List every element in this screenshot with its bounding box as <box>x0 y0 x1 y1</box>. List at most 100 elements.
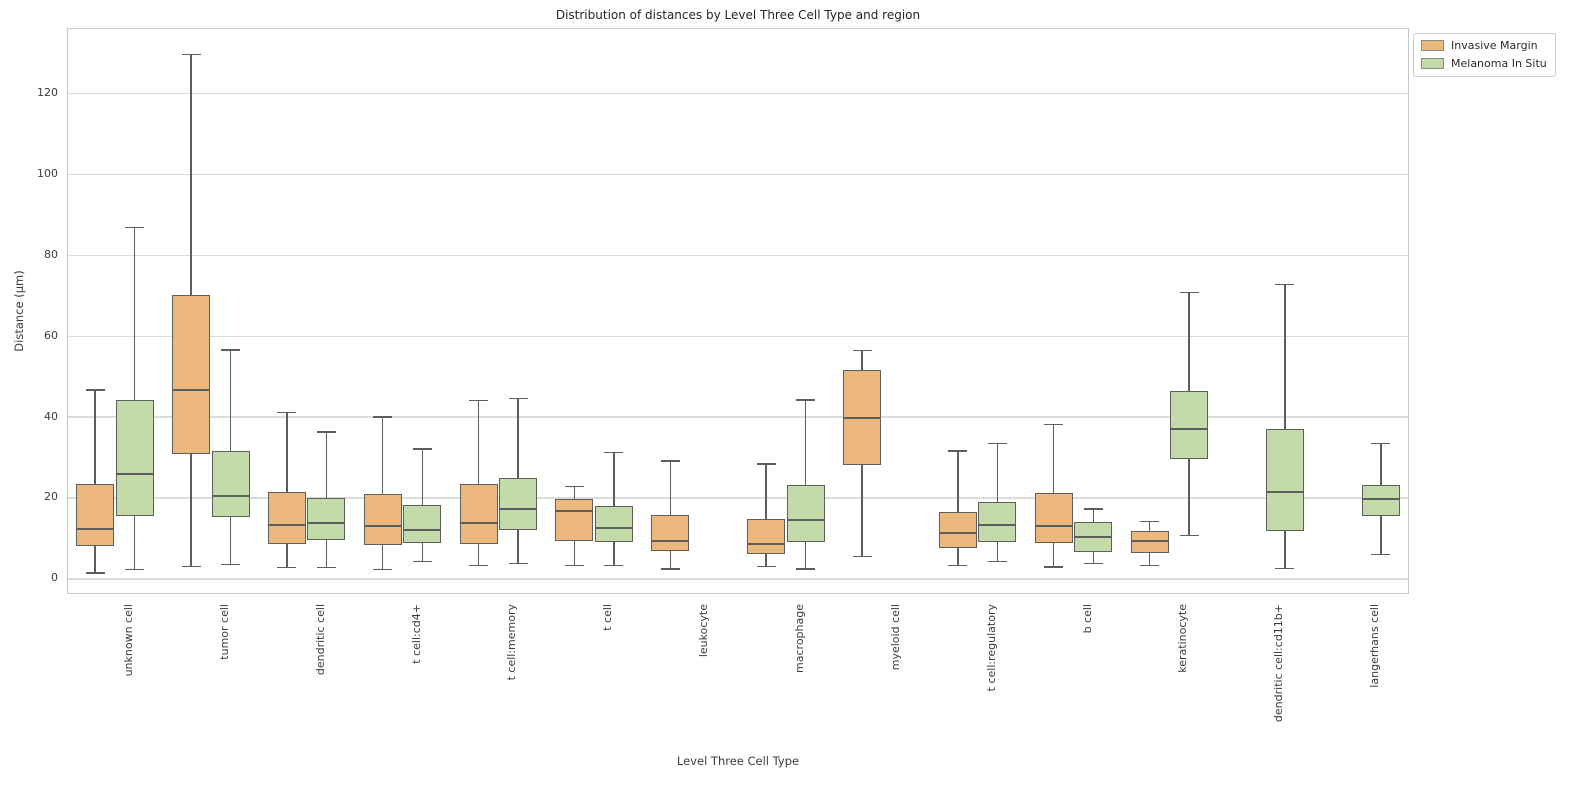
whisker-cap-lower-invasive-margin-t-cell-memory <box>469 565 489 567</box>
legend-label-invasive-margin: Invasive Margin <box>1451 39 1538 52</box>
legend-label-melanoma-in-situ: Melanoma In Situ <box>1451 57 1547 70</box>
whisker-cap-lower-invasive-margin-macrophage <box>756 565 776 568</box>
whisker-cap-upper-melanoma-in-situ-macrophage <box>796 399 816 401</box>
box-melanoma-in-situ-macrophage <box>786 484 825 542</box>
x-tick-label-leukocyte: leukocyte <box>697 604 711 658</box>
x-tick-label-myeloid-cell: myeloid cell <box>888 604 902 671</box>
whisker-cap-lower-melanoma-in-situ-t-cell-regulatory <box>987 560 1007 563</box>
whisker-lower-melanoma-in-situ-t-cell-regulatory <box>996 541 999 562</box>
whisker-cap-lower-invasive-margin-dendritic-cell <box>277 567 297 569</box>
whisker-cap-upper-invasive-margin-leukocyte <box>660 460 680 462</box>
whisker-cap-upper-melanoma-in-situ-t-cell-memory <box>508 398 528 400</box>
median-melanoma-in-situ-keratinocyte <box>1170 428 1209 431</box>
whisker-cap-upper-melanoma-in-situ-t-cell-regulatory <box>987 442 1007 444</box>
whisker-upper-melanoma-in-situ-dendritic-cell-cd11b <box>1284 284 1286 430</box>
box-invasive-margin-leukocyte <box>651 514 690 552</box>
x-tick-label-dendritic-cell-cd11b: dendritic cell:cd11b+ <box>1272 604 1286 723</box>
whisker-cap-lower-melanoma-in-situ-macrophage <box>796 568 816 570</box>
median-invasive-margin-dendritic-cell <box>267 523 306 526</box>
median-invasive-margin-keratinocyte <box>1130 539 1169 542</box>
box-melanoma-in-situ-t-cell-memory <box>499 477 538 530</box>
whisker-upper-invasive-margin-dendritic-cell <box>286 412 288 493</box>
whisker-upper-melanoma-in-situ-t-cell-memory <box>517 398 519 478</box>
box-melanoma-in-situ-keratinocyte <box>1170 391 1209 459</box>
whisker-cap-lower-invasive-margin-tumor-cell <box>181 565 201 568</box>
whisker-cap-lower-invasive-margin-t-cell-cd4 <box>373 569 393 571</box>
whisker-cap-upper-melanoma-in-situ-b-cell <box>1083 508 1103 510</box>
x-tick-label-t-cell-regulatory: t cell:regulatory <box>984 604 998 692</box>
median-invasive-margin-t-cell-memory <box>459 522 498 525</box>
x-tick-label-macrophage: macrophage <box>792 604 806 673</box>
box-melanoma-in-situ-dendritic-cell <box>307 497 346 540</box>
median-melanoma-in-situ-b-cell <box>1074 535 1113 538</box>
whisker-upper-melanoma-in-situ-t-cell <box>613 452 615 506</box>
median-invasive-margin-t-cell <box>555 509 594 512</box>
median-melanoma-in-situ-t-cell-cd4 <box>403 528 442 531</box>
whisker-upper-melanoma-in-situ-unknown-cell <box>133 227 136 400</box>
whisker-cap-lower-melanoma-in-situ-b-cell <box>1083 562 1103 565</box>
box-invasive-margin-t-cell-memory <box>459 484 498 544</box>
whisker-upper-melanoma-in-situ-langerhans-cell <box>1380 443 1382 486</box>
box-invasive-margin-macrophage <box>747 518 786 555</box>
gridline-y-40 <box>68 416 1408 418</box>
whisker-cap-lower-melanoma-in-situ-langerhans-cell <box>1371 554 1391 556</box>
box-invasive-margin-keratinocyte <box>1130 530 1169 553</box>
legend-entry-melanoma-in-situ: Melanoma In Situ <box>1421 57 1547 70</box>
whisker-lower-invasive-margin-leukocyte <box>669 551 671 569</box>
whisker-lower-invasive-margin-dendritic-cell <box>286 543 288 568</box>
whisker-cap-upper-invasive-margin-keratinocyte <box>1140 520 1160 522</box>
whisker-upper-invasive-margin-keratinocyte <box>1148 521 1151 531</box>
whisker-cap-lower-invasive-margin-b-cell <box>1044 566 1064 568</box>
box-invasive-margin-b-cell <box>1034 492 1073 544</box>
box-melanoma-in-situ-unknown-cell <box>115 399 154 516</box>
whisker-cap-upper-invasive-margin-dendritic-cell <box>277 411 297 414</box>
whisker-upper-invasive-margin-t-cell-cd4 <box>382 416 384 494</box>
whisker-lower-invasive-margin-t-cell-cd4 <box>382 545 384 570</box>
whisker-cap-upper-melanoma-in-situ-keratinocyte <box>1179 292 1199 294</box>
whisker-cap-lower-invasive-margin-keratinocyte <box>1140 565 1160 567</box>
x-tick-label-unknown-cell: unknown cell <box>121 604 135 677</box>
whisker-lower-invasive-margin-macrophage <box>765 554 767 567</box>
whisker-upper-invasive-margin-myeloid-cell <box>861 350 863 370</box>
whisker-lower-melanoma-in-situ-dendritic-cell-cd11b <box>1284 531 1286 569</box>
whisker-cap-upper-melanoma-in-situ-tumor-cell <box>221 349 241 351</box>
box-invasive-margin-tumor-cell <box>172 295 211 454</box>
whisker-upper-melanoma-in-situ-keratinocyte <box>1188 292 1190 392</box>
x-tick-label-b-cell: b cell <box>1080 604 1094 634</box>
whisker-cap-upper-invasive-margin-tumor-cell <box>181 53 201 55</box>
whisker-cap-lower-invasive-margin-t-cell-regulatory <box>948 565 968 567</box>
gridline-y-120 <box>68 92 1408 95</box>
x-tick-label-dendritic-cell: dendritic cell <box>313 604 327 676</box>
box-invasive-margin-unknown-cell <box>76 484 115 547</box>
legend-patch-melanoma-in-situ <box>1421 58 1444 69</box>
whisker-lower-melanoma-in-situ-keratinocyte <box>1188 458 1190 536</box>
gridline-y-60 <box>68 335 1408 337</box>
whisker-cap-upper-melanoma-in-situ-t-cell <box>604 451 624 454</box>
whisker-lower-melanoma-in-situ-langerhans-cell <box>1380 515 1382 555</box>
whisker-cap-upper-invasive-margin-b-cell <box>1044 423 1064 425</box>
box-melanoma-in-situ-dendritic-cell-cd11b <box>1265 429 1304 532</box>
x-tick-label-t-cell-memory: t cell:memory <box>505 604 519 681</box>
box-melanoma-in-situ-t-cell-regulatory <box>978 501 1017 542</box>
whisker-cap-upper-invasive-margin-t-cell-memory <box>469 400 489 402</box>
box-melanoma-in-situ-tumor-cell <box>211 450 250 517</box>
whisker-upper-invasive-margin-t-cell-regulatory <box>957 450 959 512</box>
legend-entry-invasive-margin: Invasive Margin <box>1421 39 1547 52</box>
whisker-cap-lower-melanoma-in-situ-t-cell-cd4 <box>412 560 432 563</box>
whisker-cap-lower-melanoma-in-situ-tumor-cell <box>221 563 241 566</box>
median-invasive-margin-macrophage <box>747 543 786 546</box>
whisker-cap-upper-melanoma-in-situ-dendritic-cell <box>316 431 336 433</box>
whisker-cap-lower-melanoma-in-situ-dendritic-cell-cd11b <box>1275 567 1295 570</box>
whisker-cap-lower-melanoma-in-situ-unknown-cell <box>125 569 145 571</box>
whisker-lower-invasive-margin-t-cell <box>573 541 576 566</box>
y-tick-label-20: 20 <box>44 490 58 504</box>
whisker-cap-upper-melanoma-in-situ-unknown-cell <box>125 226 145 228</box>
whisker-upper-invasive-margin-t-cell <box>573 486 576 499</box>
legend: Invasive Margin Melanoma In Situ <box>1413 33 1556 77</box>
whisker-upper-melanoma-in-situ-macrophage <box>804 399 807 485</box>
whisker-upper-melanoma-in-situ-t-cell-cd4 <box>421 448 423 506</box>
whisker-upper-invasive-margin-macrophage <box>765 463 767 519</box>
median-melanoma-in-situ-t-cell-memory <box>499 508 538 511</box>
median-invasive-margin-tumor-cell <box>172 389 211 392</box>
median-melanoma-in-situ-dendritic-cell <box>307 521 346 524</box>
